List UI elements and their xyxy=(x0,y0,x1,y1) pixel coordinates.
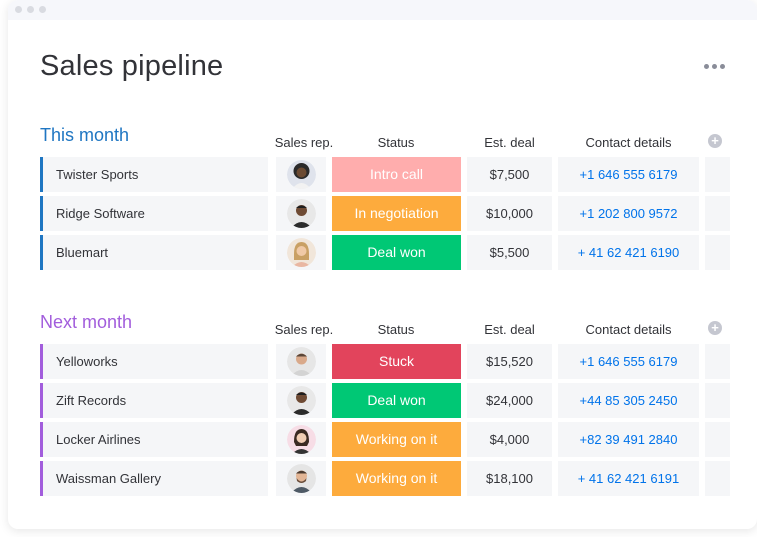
table-row[interactable]: Waissman Gallery Working on it $18,100 +… xyxy=(40,461,730,496)
item-name[interactable]: Yelloworks xyxy=(40,344,268,379)
item-name[interactable]: Locker Airlines xyxy=(40,422,268,457)
window-dot-icon xyxy=(39,6,46,13)
ellipsis-icon[interactable] xyxy=(704,58,728,74)
person-avatar xyxy=(287,199,316,228)
column-header-status[interactable]: Status xyxy=(377,135,415,150)
empty-cell xyxy=(705,383,730,418)
column-header-contact[interactable]: Contact details xyxy=(585,135,672,150)
group-title[interactable]: Next month xyxy=(40,312,133,332)
person-avatar xyxy=(287,425,316,454)
status-label[interactable]: Deal won xyxy=(332,235,461,270)
contact-phone[interactable]: +1 202 800 9572 xyxy=(558,196,699,231)
item-name[interactable]: Ridge Software xyxy=(40,196,268,231)
empty-cell xyxy=(705,422,730,457)
item-name[interactable]: Waissman Gallery xyxy=(40,461,268,496)
column-header-status[interactable]: Status xyxy=(377,322,415,337)
item-name[interactable]: Bluemart xyxy=(40,235,268,270)
column-header-contact[interactable]: Contact details xyxy=(585,322,672,337)
window-dot-icon xyxy=(27,6,34,13)
est-deal-value[interactable]: $15,520 xyxy=(467,344,552,379)
column-header-sales-rep[interactable]: Sales rep. xyxy=(274,322,334,337)
table-row[interactable]: Locker Airlines Working on it $4,000 +82… xyxy=(40,422,730,457)
add-column-icon[interactable]: + xyxy=(708,134,722,148)
person-avatar xyxy=(287,160,316,189)
window-dot-icon xyxy=(15,6,22,13)
sales-rep-cell[interactable] xyxy=(276,157,326,192)
add-column-icon[interactable]: + xyxy=(708,321,722,335)
item-name[interactable]: Zift Records xyxy=(40,383,268,418)
table-row[interactable]: Bluemart Deal won $5,500 + 41 62 421 619… xyxy=(40,235,730,270)
sales-rep-cell[interactable] xyxy=(276,461,326,496)
person-avatar xyxy=(287,238,316,267)
page-title: Sales pipeline xyxy=(40,50,224,82)
table-row[interactable]: Zift Records Deal won $24,000 +44 85 305… xyxy=(40,383,730,418)
window-titlebar xyxy=(8,0,757,20)
contact-phone[interactable]: +1 646 555 6179 xyxy=(558,157,699,192)
est-deal-value[interactable]: $10,000 xyxy=(467,196,552,231)
empty-cell xyxy=(705,344,730,379)
contact-phone[interactable]: +44 85 305 2450 xyxy=(558,383,699,418)
sales-rep-cell[interactable] xyxy=(276,235,326,270)
column-header-sales-rep[interactable]: Sales rep. xyxy=(274,135,334,150)
table-row[interactable]: Ridge Software In negotiation $10,000 +1… xyxy=(40,196,730,231)
table-row[interactable]: Twister Sports Intro call $7,500 +1 646 … xyxy=(40,157,730,192)
sales-rep-cell[interactable] xyxy=(276,383,326,418)
group-title[interactable]: This month xyxy=(40,125,130,145)
contact-phone[interactable]: + 41 62 421 6190 xyxy=(558,235,699,270)
item-name[interactable]: Twister Sports xyxy=(40,157,268,192)
group-this-month: This month Sales rep. Status Est. deal C… xyxy=(40,125,730,274)
status-label[interactable]: Deal won xyxy=(332,383,461,418)
contact-phone[interactable]: +1 646 555 6179 xyxy=(558,344,699,379)
person-avatar xyxy=(287,464,316,493)
sales-rep-cell[interactable] xyxy=(276,344,326,379)
est-deal-value[interactable]: $5,500 xyxy=(467,235,552,270)
est-deal-value[interactable]: $7,500 xyxy=(467,157,552,192)
empty-cell xyxy=(705,235,730,270)
est-deal-value[interactable]: $18,100 xyxy=(467,461,552,496)
column-header-est-deal[interactable]: Est. deal xyxy=(484,135,535,150)
empty-cell xyxy=(705,461,730,496)
empty-cell xyxy=(705,157,730,192)
est-deal-value[interactable]: $24,000 xyxy=(467,383,552,418)
est-deal-value[interactable]: $4,000 xyxy=(467,422,552,457)
table-row[interactable]: Yelloworks Stuck $15,520 +1 646 555 6179 xyxy=(40,344,730,379)
status-label[interactable]: Stuck xyxy=(332,344,461,379)
contact-phone[interactable]: + 41 62 421 6191 xyxy=(558,461,699,496)
status-label[interactable]: In negotiation xyxy=(332,196,461,231)
column-header-est-deal[interactable]: Est. deal xyxy=(484,322,535,337)
empty-cell xyxy=(705,196,730,231)
status-label[interactable]: Working on it xyxy=(332,422,461,457)
status-label[interactable]: Working on it xyxy=(332,461,461,496)
status-label[interactable]: Intro call xyxy=(332,157,461,192)
person-avatar xyxy=(287,386,316,415)
group-header: This month Sales rep. Status Est. deal C… xyxy=(40,125,730,157)
group-header: Next month Sales rep. Status Est. deal C… xyxy=(40,312,730,344)
person-avatar xyxy=(287,347,316,376)
group-next-month: Next month Sales rep. Status Est. deal C… xyxy=(40,312,730,500)
sales-rep-cell[interactable] xyxy=(276,196,326,231)
sales-rep-cell[interactable] xyxy=(276,422,326,457)
contact-phone[interactable]: +82 39 491 2840 xyxy=(558,422,699,457)
